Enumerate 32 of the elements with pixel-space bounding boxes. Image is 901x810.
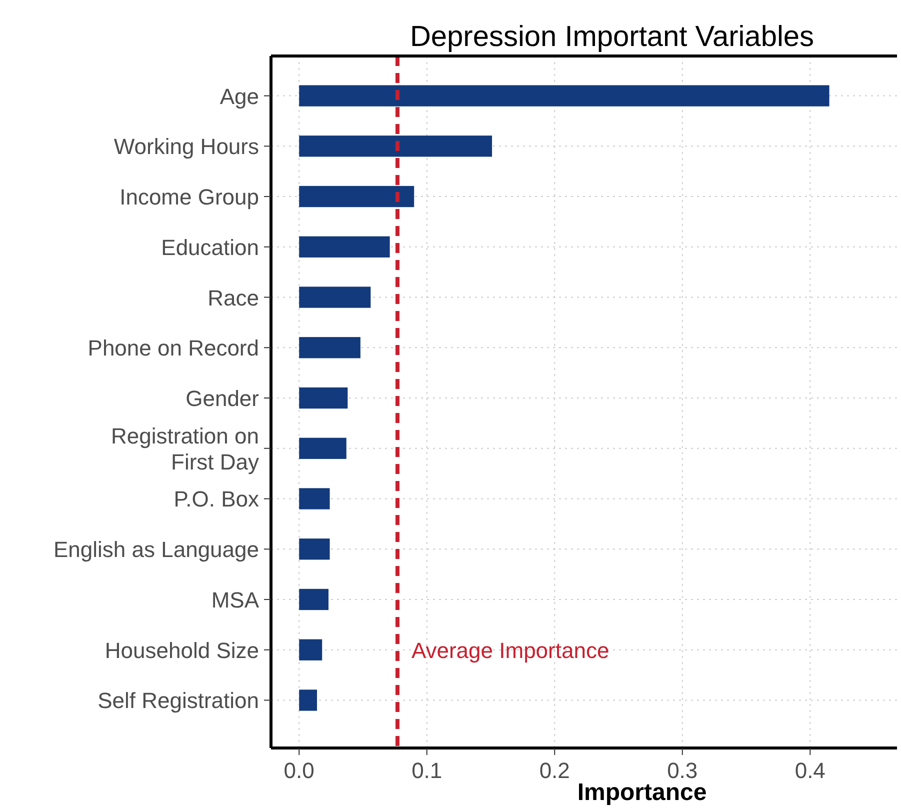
chart-title: Depression Important Variables xyxy=(410,21,814,53)
y-tick-label: Working Hours xyxy=(114,134,259,160)
y-tick-label: Household Size xyxy=(104,638,259,663)
bar xyxy=(299,236,390,258)
bar xyxy=(299,438,346,459)
x-tick-label: 0.0 xyxy=(284,758,314,783)
y-tick-label: Age xyxy=(220,84,259,109)
x-tick-label: 0.1 xyxy=(412,758,442,783)
bar xyxy=(299,337,360,358)
bar xyxy=(299,136,492,157)
x-tick-label: 0.2 xyxy=(539,758,570,783)
y-tick-label: Education xyxy=(161,234,259,260)
y-tick-label: MSA xyxy=(211,587,260,612)
y-tick-label: P.O. Box xyxy=(174,486,259,512)
bar xyxy=(299,85,830,106)
y-tick-label: Race xyxy=(208,285,259,310)
bar xyxy=(299,186,414,208)
ref-line-label: Average Importance xyxy=(411,638,610,663)
y-tick-label: Gender xyxy=(186,386,259,411)
y-tick-label: Phone on Record xyxy=(88,336,259,361)
bar xyxy=(299,588,328,610)
x-tick-label: 0.4 xyxy=(794,758,826,783)
y-tick-label: Income Group xyxy=(120,184,259,210)
y-tick-label: English as Language xyxy=(54,537,259,562)
bar xyxy=(299,387,348,409)
bar xyxy=(299,639,322,660)
bar xyxy=(299,488,330,510)
bar xyxy=(299,286,371,308)
bar xyxy=(299,538,330,560)
y-tick-label: Self Registration xyxy=(98,688,259,714)
y-tick-label: Registration on First Day xyxy=(111,423,259,474)
bar xyxy=(299,690,317,711)
